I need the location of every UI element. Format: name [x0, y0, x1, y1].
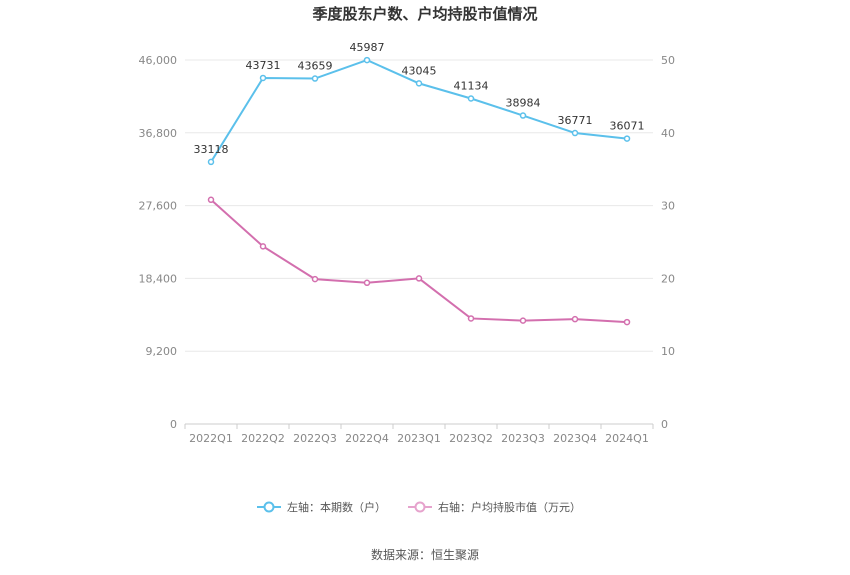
data-label: 41134	[454, 80, 489, 93]
x-tick-label: 2022Q1	[189, 432, 233, 445]
right-tick-label: 10	[661, 345, 675, 358]
data-label: 43045	[402, 64, 437, 77]
data-point[interactable]	[519, 112, 527, 119]
series-layer: 33118 43731 43659 45987 43045 41134 38984 36771…	[194, 41, 645, 326]
left-tick-label: 46,000	[139, 54, 178, 67]
data-label: 45987	[350, 41, 385, 54]
data-point[interactable]	[259, 74, 267, 82]
x-tick-label: 2023Q4	[553, 432, 597, 445]
data-point[interactable]	[571, 315, 579, 323]
data-point[interactable]	[363, 279, 371, 287]
right-tick-label: 20	[661, 272, 675, 285]
x-tick-label: 2023Q2	[449, 432, 493, 445]
data-label: 33118	[194, 143, 229, 156]
x-tick-label: 2023Q3	[501, 432, 545, 445]
right-tick-label: 50	[661, 54, 675, 67]
x-tick-label: 2023Q1	[397, 432, 441, 445]
legend[interactable]: 左轴：本期数（户） 右轴：户均持股市值（万元）	[257, 500, 581, 514]
data-point[interactable]	[207, 196, 215, 204]
data-point[interactable]	[415, 275, 423, 282]
left-tick-label: 0	[170, 418, 177, 431]
data-label: 36071	[610, 120, 645, 133]
data-point[interactable]	[207, 158, 215, 166]
data-point[interactable]	[311, 75, 319, 82]
x-tick-label: 2024Q1	[605, 432, 649, 445]
right-tick-label: 0	[661, 418, 668, 431]
right-axis: 0 10 20 30 40 50	[661, 54, 675, 431]
data-point[interactable]	[311, 275, 319, 283]
legend-label-value: 右轴：户均持股市值（万元）	[438, 500, 581, 514]
left-tick-label: 9,200	[146, 345, 178, 358]
x-axis: 2022Q1 2022Q2 2022Q3 2022Q4 2023Q1 2023Q2 2023…	[184, 424, 654, 445]
data-point[interactable]	[415, 80, 423, 87]
left-tick-label: 18,400	[139, 272, 178, 285]
data-point[interactable]	[571, 129, 579, 137]
data-point[interactable]	[623, 135, 631, 142]
x-tick-label: 2022Q4	[345, 432, 389, 445]
data-label: 36771	[558, 114, 593, 127]
data-label: 43731	[246, 59, 281, 72]
data-point[interactable]	[467, 95, 475, 102]
x-tick-label: 2022Q2	[241, 432, 285, 445]
data-point[interactable]	[519, 317, 527, 324]
legend-item-holders[interactable]: 左轴：本期数（户）	[257, 500, 386, 514]
data-point[interactable]	[623, 318, 631, 326]
left-tick-label: 36,800	[139, 127, 178, 140]
right-tick-label: 40	[661, 127, 675, 140]
data-point[interactable]	[259, 243, 267, 250]
data-label: 38984	[506, 97, 541, 110]
right-tick-label: 30	[661, 200, 675, 213]
chart-title: 季度股东户数、户均持股市值情况	[312, 5, 537, 23]
data-point[interactable]	[467, 315, 475, 322]
series-line-1	[210, 199, 628, 324]
legend-item-value[interactable]: 右轴：户均持股市值（万元）	[408, 500, 581, 514]
left-tick-label: 27,600	[139, 200, 178, 213]
data-label: 43659	[298, 60, 333, 73]
left-axis: 0 9,200 18,400 27,600 36,800 46,000	[139, 54, 178, 431]
legend-label-holders: 左轴：本期数（户）	[287, 500, 386, 514]
x-tick-label: 2022Q3	[293, 432, 337, 445]
source-note: 数据来源：恒生聚源	[371, 547, 479, 562]
data-point[interactable]	[363, 56, 371, 64]
